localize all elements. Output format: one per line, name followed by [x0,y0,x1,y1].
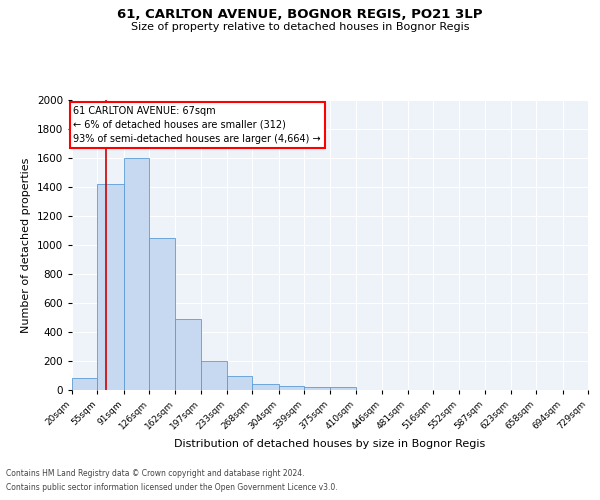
Bar [278,386,304,390]
Y-axis label: Number of detached properties: Number of detached properties [21,158,31,332]
Bar [253,384,278,390]
Text: 61 CARLTON AVENUE: 67sqm
← 6% of detached houses are smaller (312)
93% of semi-d: 61 CARLTON AVENUE: 67sqm ← 6% of detache… [73,106,321,144]
Bar [149,238,175,390]
Text: Contains HM Land Registry data © Crown copyright and database right 2024.: Contains HM Land Registry data © Crown c… [6,468,305,477]
X-axis label: Distribution of detached houses by size in Bognor Regis: Distribution of detached houses by size … [175,440,485,450]
Text: Size of property relative to detached houses in Bognor Regis: Size of property relative to detached ho… [131,22,469,32]
Bar [227,376,253,390]
Bar [72,378,97,390]
Bar [201,361,227,390]
Bar [175,319,201,390]
Bar [124,158,149,390]
Text: 61, CARLTON AVENUE, BOGNOR REGIS, PO21 3LP: 61, CARLTON AVENUE, BOGNOR REGIS, PO21 3… [117,8,483,20]
Text: Contains public sector information licensed under the Open Government Licence v3: Contains public sector information licen… [6,484,338,492]
Bar [304,387,331,390]
Bar [331,387,356,390]
Bar [97,184,124,390]
